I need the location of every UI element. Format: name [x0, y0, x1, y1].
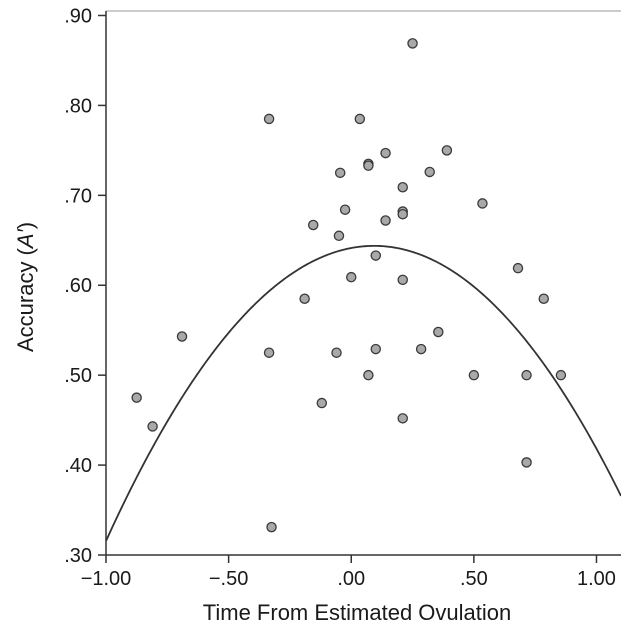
data-point [397, 413, 408, 424]
quadratic-fit-curve [105, 244, 621, 542]
data-point [380, 147, 391, 159]
data-point [339, 204, 351, 215]
data-point [538, 293, 550, 304]
data-point [397, 274, 408, 286]
data-point [363, 160, 374, 171]
x-tick-label: −1.00 [81, 568, 132, 590]
data-points [131, 38, 567, 533]
data-point [266, 521, 277, 533]
data-point [176, 331, 188, 342]
data-point [441, 145, 453, 156]
y-axis-title-italic: A′ [13, 228, 38, 250]
x-tick-label: −.50 [209, 568, 248, 590]
x-tick-label: 1.00 [577, 568, 616, 590]
data-point [512, 262, 524, 274]
y-tick-label: .50 [64, 365, 92, 387]
data-point [334, 167, 346, 179]
y-tick-label: .90 [64, 5, 92, 27]
data-point [433, 326, 444, 338]
data-point [307, 219, 319, 231]
data-point [407, 38, 418, 49]
y-axis-title-suffix: ) [13, 222, 38, 229]
data-point [354, 113, 366, 125]
data-point [397, 181, 408, 193]
y-tick-label: .30 [64, 545, 92, 567]
plot-area [105, 38, 621, 542]
y-tick-label: .60 [64, 275, 92, 297]
data-point [263, 113, 275, 125]
data-point [333, 230, 345, 242]
data-point [370, 343, 382, 355]
data-point [555, 369, 567, 381]
x-axis-ticks: −1.00 −.50 .00 .50 1.00 [81, 555, 616, 590]
y-tick-label: .40 [64, 455, 92, 477]
data-point [424, 166, 435, 178]
data-point [331, 347, 342, 358]
x-tick-label: .00 [337, 568, 365, 590]
data-point [147, 421, 158, 432]
data-point [468, 369, 480, 381]
data-point [370, 250, 382, 261]
data-point [380, 215, 391, 226]
data-point [345, 271, 357, 283]
data-point [415, 343, 427, 355]
data-point [263, 347, 275, 358]
x-axis-title: Time From Estimated Ovulation [203, 600, 512, 625]
x-tick-label: .50 [460, 568, 488, 590]
data-point [521, 369, 532, 381]
data-point [316, 397, 328, 409]
y-axis-ticks: .30 .40 .50 .60 .70 .80 .90 [64, 5, 106, 567]
y-axis-title-prefix: Accuracy ( [13, 247, 38, 352]
data-point [131, 392, 142, 403]
data-point [299, 293, 310, 304]
data-point [477, 198, 488, 209]
y-tick-label: .70 [64, 185, 92, 207]
y-tick-label: .80 [64, 95, 92, 117]
y-axis-title: Accuracy (A′) [13, 222, 38, 352]
data-point [363, 369, 374, 381]
data-point [397, 208, 408, 220]
data-point [521, 457, 532, 468]
